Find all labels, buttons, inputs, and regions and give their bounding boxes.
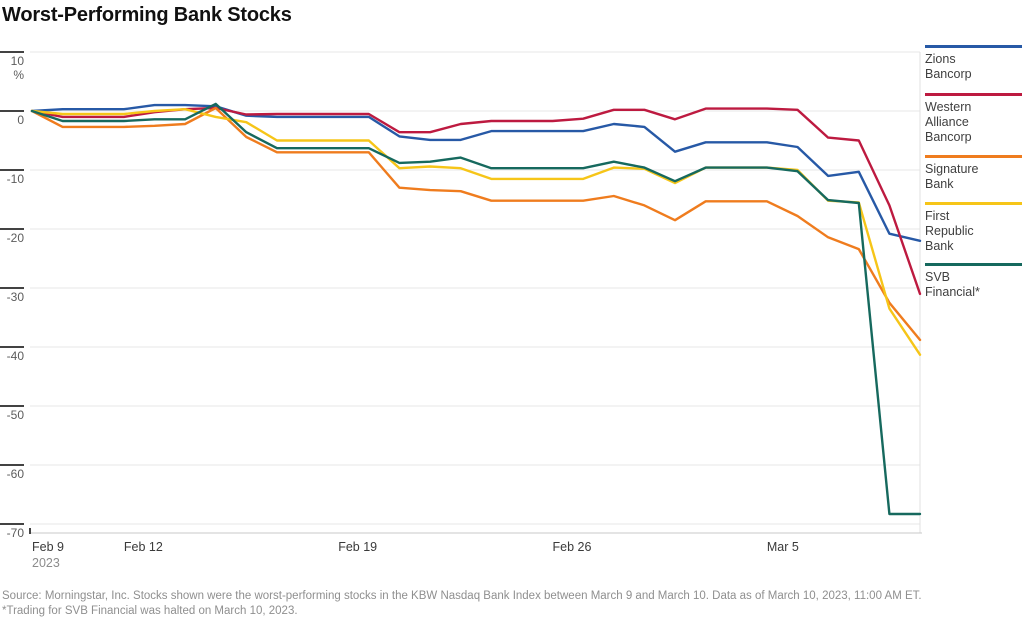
source-note: Source: Morningstar, Inc. Stocks shown w… (2, 589, 1022, 619)
legend-label: Signature Bank (925, 162, 979, 191)
legend-item-western-alliance-bancorp: Western Alliance Bancorp (925, 93, 1022, 145)
series-line-zions-bancorp (30, 103, 922, 243)
chart-title: Worst-Performing Bank Stocks (2, 4, 292, 26)
legend-label: First Republic Bank (925, 209, 974, 253)
series-line-signature-bank (30, 106, 922, 342)
x-tick-label: Feb 26 (553, 540, 592, 554)
x-tick-label: Feb 9 (32, 540, 64, 554)
legend-item-signature-bank: Signature Bank (925, 155, 1022, 192)
y-tick-label: 10 (11, 54, 25, 68)
line-chart: 10% 0 -10 -20 -30 -40 -50 -60 -70 Feb 9 2023 Feb 12… (0, 51, 922, 570)
legend-label: SVB Financial* (925, 270, 980, 299)
source-line-1: Source: Morningstar, Inc. Stocks shown w… (2, 590, 922, 602)
legend-color-rule (925, 93, 1022, 96)
legend-label: Western Alliance Bancorp (925, 100, 972, 144)
legend-item-svb-financial: SVB Financial* (925, 263, 1022, 300)
series-line-svb-financial (30, 102, 922, 516)
y-tick-label: -70 (7, 526, 25, 540)
legend-color-rule (925, 202, 1022, 205)
x-year-label: 2023 (32, 556, 60, 570)
legend-item-first-republic-bank: First Republic Bank (925, 202, 1022, 254)
y-tick-label: 0 (17, 113, 24, 127)
legend-color-rule (925, 263, 1022, 266)
y-tick-label: -20 (7, 231, 25, 245)
legend-label: Zions Bancorp (925, 52, 972, 81)
legend-item-zions-bancorp: Zions Bancorp (925, 45, 1022, 82)
y-tick-label: -40 (7, 349, 25, 363)
legend-color-rule (925, 45, 1022, 48)
x-tick-label: Mar 5 (767, 540, 799, 554)
y-tick-label: -10 (7, 172, 25, 186)
legend-color-rule (925, 155, 1022, 158)
x-tick-label: Feb 12 (124, 540, 163, 554)
y-tick-label: -30 (7, 290, 25, 304)
y-tick-label: -60 (7, 467, 25, 481)
source-line-2: *Trading for SVB Financial was halted on… (2, 605, 298, 617)
y-tick-label: -50 (7, 408, 25, 422)
y-unit-label: % (13, 68, 24, 82)
x-tick-label: Feb 19 (338, 540, 377, 554)
